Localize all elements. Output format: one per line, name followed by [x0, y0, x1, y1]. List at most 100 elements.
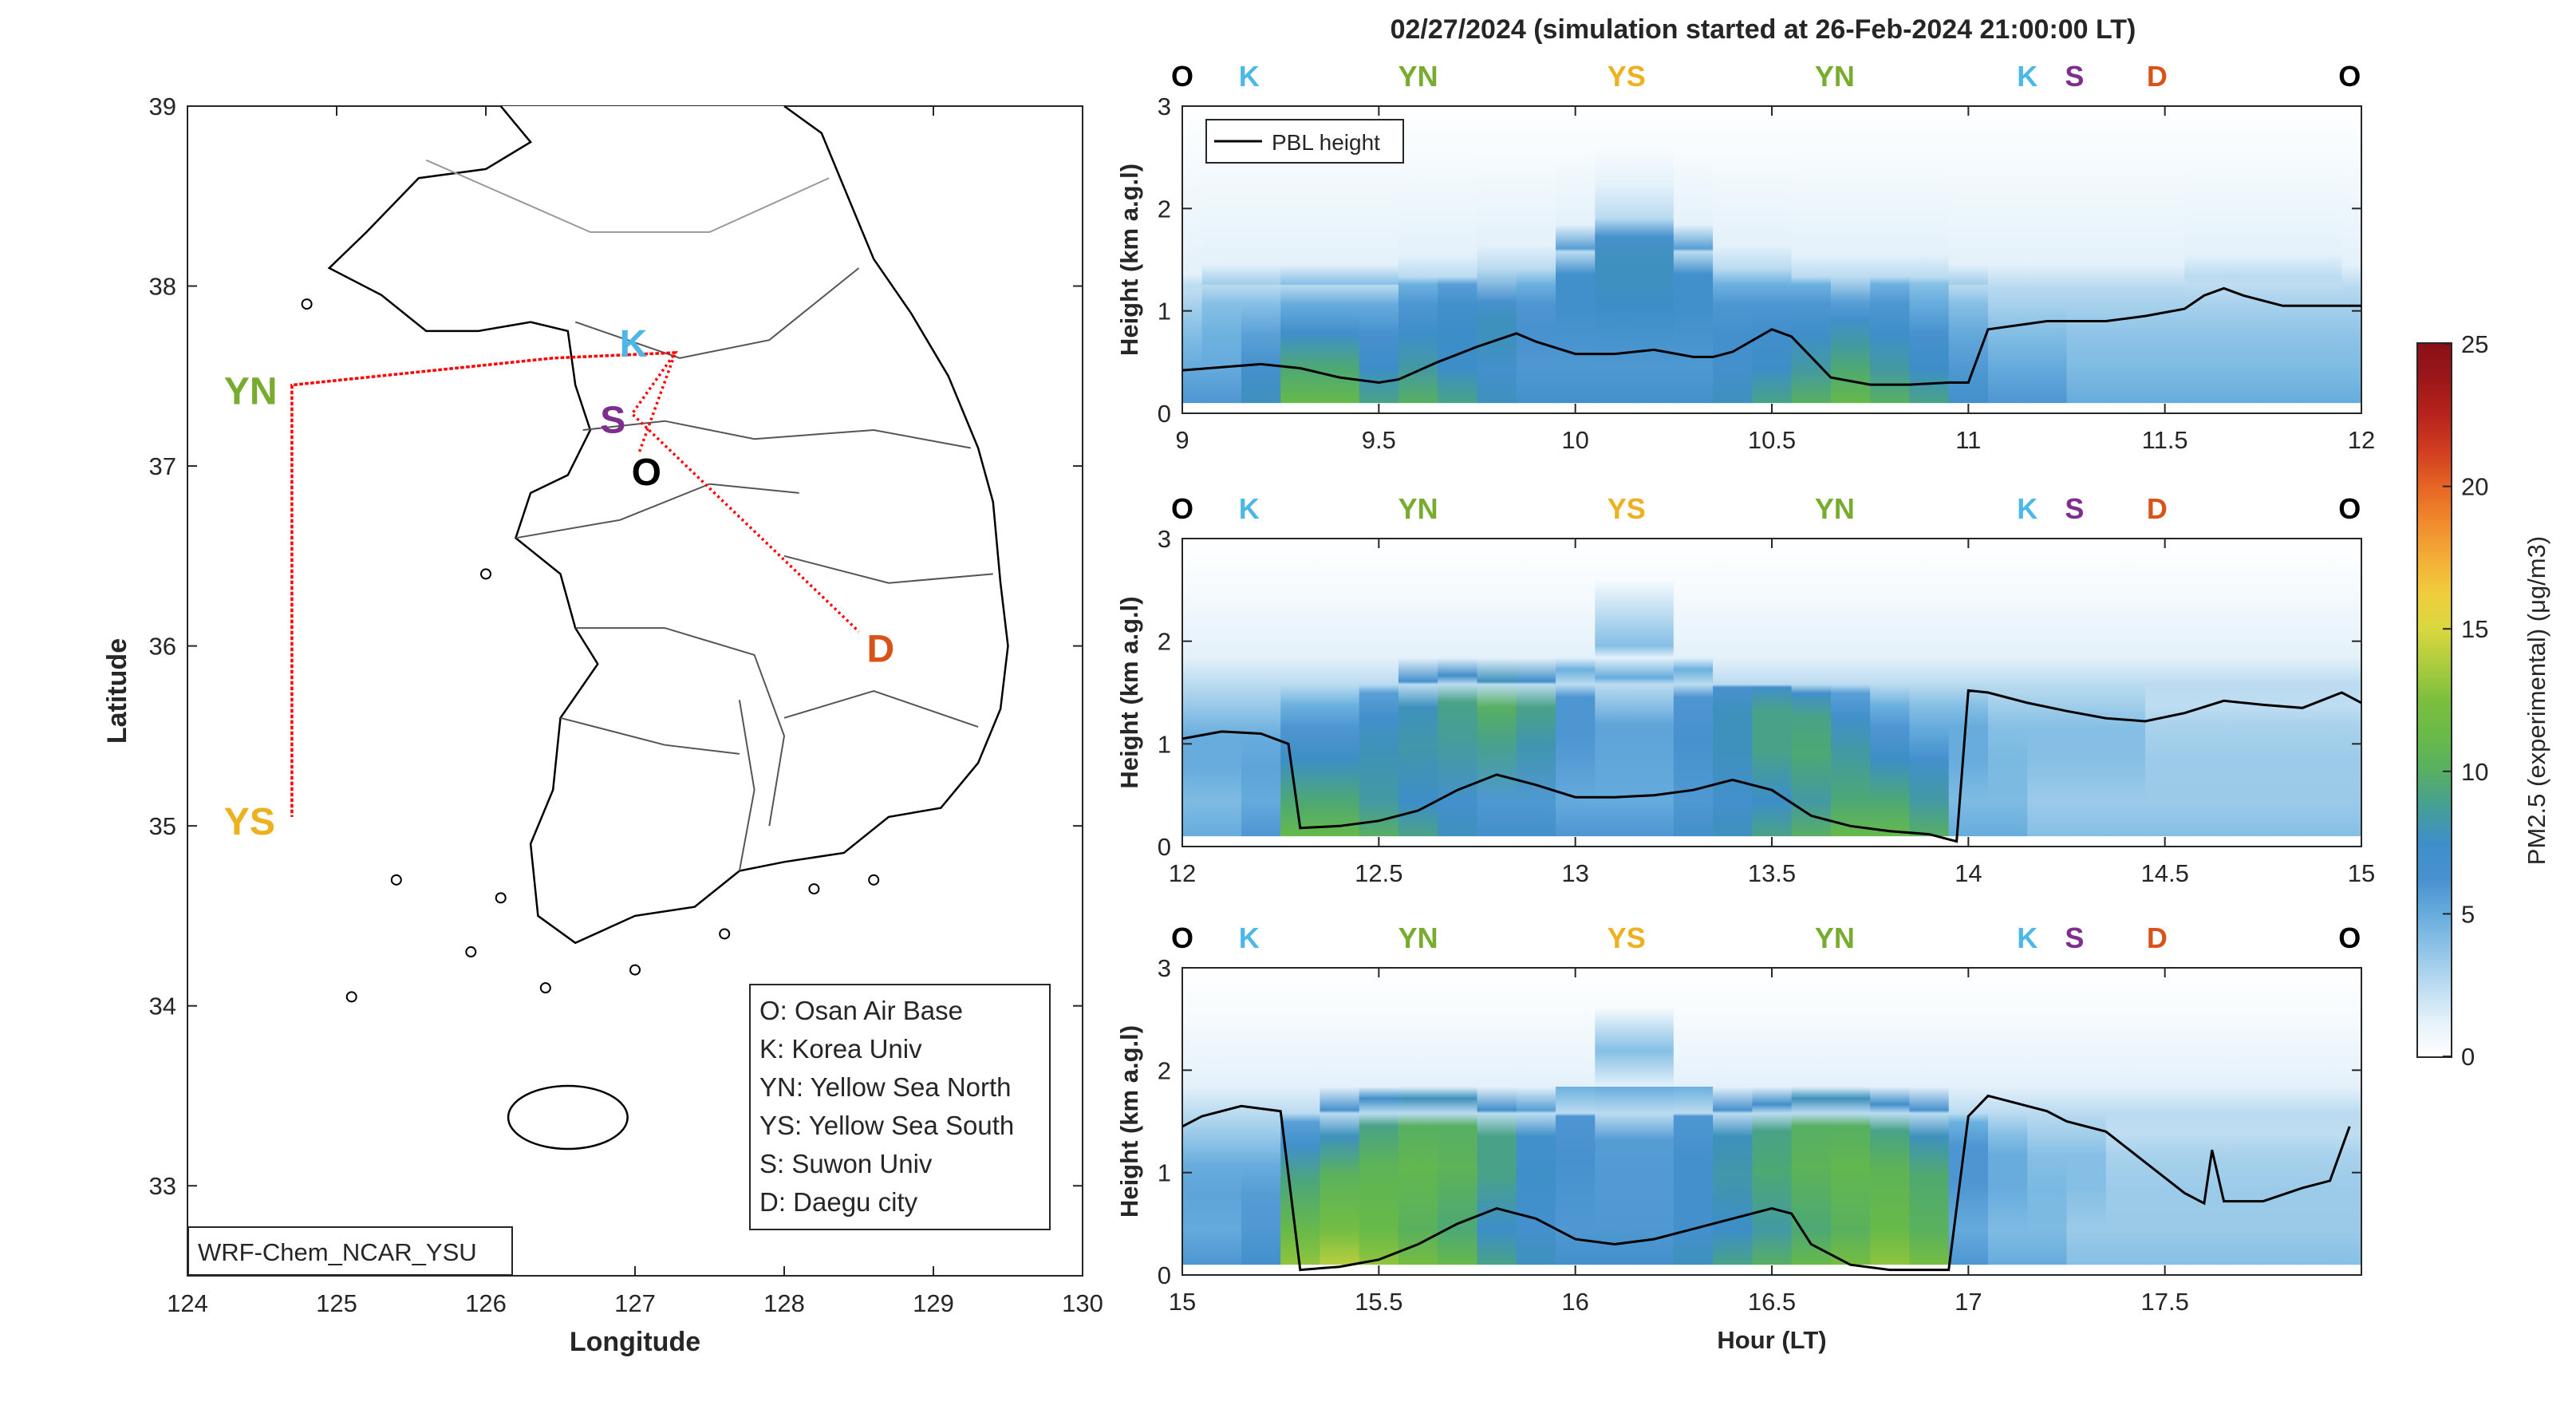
pm25-column — [1556, 106, 1596, 404]
panel-xtick-label: 15 — [1169, 1288, 1196, 1316]
pm25-column — [1870, 106, 1911, 404]
pm25-column — [2066, 106, 2107, 404]
province-boundary — [574, 267, 860, 359]
legend-entry-K: K: Korea Univ — [759, 1034, 922, 1064]
panel-ytick-label: 1 — [1158, 298, 1171, 326]
panel-site-D: D — [2147, 922, 2168, 954]
panel-site-D: D — [2147, 60, 2168, 93]
pm25-column — [1791, 106, 1832, 404]
pm25-column — [1359, 539, 1399, 837]
map-xtick-label: 128 — [763, 1289, 805, 1317]
island — [390, 874, 402, 886]
panel-site-O: O — [2338, 492, 2361, 525]
panel-site-YN: YN — [1815, 492, 1855, 525]
pm25-column — [1398, 106, 1439, 404]
pm25-column — [1713, 968, 1753, 1265]
pm25-column — [1241, 539, 1282, 837]
pm25-column — [1713, 539, 1753, 837]
map-site-O: O — [632, 452, 661, 494]
panel-xtick-label: 11 — [1955, 426, 1981, 454]
colorbar-gradient — [2418, 344, 2451, 1056]
pm25-column — [2145, 106, 2186, 404]
panel-xtick-label: 16.5 — [1748, 1288, 1796, 1316]
pm25-column — [1987, 968, 2029, 1265]
pm25-column — [1948, 539, 1989, 837]
panel-xtick-label: 13 — [1561, 859, 1588, 887]
panel-xtick-label: 13.5 — [1748, 859, 1796, 887]
pm25-column — [1634, 106, 1675, 404]
panel-site-K: K — [2017, 492, 2038, 525]
map-xlabel: Longitude — [570, 1327, 700, 1357]
panel-site-O: O — [1171, 60, 1193, 93]
panel-xtick-label: 14 — [1955, 859, 1982, 887]
panel-ytick-label: 0 — [1158, 1261, 1171, 1289]
island — [345, 991, 357, 1003]
island — [495, 892, 507, 904]
pm25-column — [1634, 968, 1675, 1265]
island — [480, 568, 491, 580]
colorbar-tick-label: 20 — [2461, 473, 2488, 501]
pm25-column — [1673, 968, 1714, 1265]
pm25-column — [1516, 106, 1557, 404]
map-xtick-label: 125 — [316, 1289, 357, 1317]
pm25-column — [1438, 539, 1478, 837]
pm25-column — [1201, 539, 1242, 837]
map-panel: 124 125 126 127 128 129 130 39 38 37 36 35 34 33 O K YN… — [102, 93, 1103, 1357]
island — [301, 298, 313, 310]
pm25-column — [2066, 968, 2107, 1265]
pm25-column — [2223, 539, 2264, 837]
province-boundary — [515, 483, 799, 539]
panel-site-K: K — [1239, 492, 1260, 525]
panel-ytick-label: 2 — [1158, 195, 1171, 223]
pm25-column — [1909, 539, 1950, 837]
panel-xtick-label: 9 — [1175, 426, 1189, 454]
pm25-curtain — [1182, 539, 2361, 837]
pm25-column — [1791, 539, 1832, 837]
pm25-column — [1909, 106, 1950, 404]
pm25-column — [2184, 106, 2225, 404]
pm25-column — [1595, 106, 1635, 404]
pm25-column — [2184, 968, 2225, 1265]
pm25-column — [1320, 968, 1360, 1265]
island — [465, 946, 477, 958]
legend-entry-YN: YN: Yellow Sea North — [759, 1072, 1012, 1102]
panel-site-S: S — [2065, 60, 2084, 93]
pm25-column — [1595, 968, 1635, 1265]
pm25-column — [1909, 968, 1950, 1265]
map-site-YN: YN — [224, 371, 278, 413]
pm25-column — [2145, 539, 2186, 837]
island — [719, 928, 731, 940]
pm25-column — [2105, 106, 2147, 404]
colorbar-box — [2416, 342, 2452, 1058]
panel-ytick-label: 2 — [1158, 1056, 1171, 1084]
province-boundary — [575, 627, 786, 827]
pm25-column — [1987, 106, 2029, 404]
pm25-column — [2105, 539, 2147, 837]
pm25-column — [1791, 968, 1832, 1265]
pm25-column — [1182, 539, 1203, 837]
panel-ytick-label: 0 — [1158, 400, 1171, 428]
island — [868, 874, 880, 886]
panel-site-K: K — [2017, 922, 2038, 954]
map-site-YS: YS — [224, 801, 275, 843]
panel-ytick-label: 0 — [1158, 833, 1171, 861]
pbl-height-line — [1182, 1094, 2351, 1272]
panel-xtick-label: 9.5 — [1362, 426, 1396, 454]
pm25-column — [1320, 539, 1360, 837]
pbl-legend-label: PBL height — [1272, 130, 1380, 155]
panel-xtick-label: 15.5 — [1355, 1288, 1402, 1316]
pm25-column — [2302, 106, 2343, 404]
pm25-column — [1280, 968, 1321, 1265]
pm25-column — [1556, 968, 1596, 1265]
pm25-column — [2145, 968, 2186, 1265]
panel-xlabel: Hour (LT) — [1717, 1326, 1826, 1354]
island — [539, 982, 551, 994]
site-labels: O K YN YS S D — [224, 323, 894, 843]
pm25-column — [1477, 539, 1517, 837]
pm25-column — [2027, 106, 2068, 404]
legend-entry-O: O: Osan Air Base — [759, 996, 963, 1025]
island — [808, 883, 820, 895]
panel-site-S: S — [2065, 922, 2084, 954]
flight-route — [290, 351, 860, 817]
